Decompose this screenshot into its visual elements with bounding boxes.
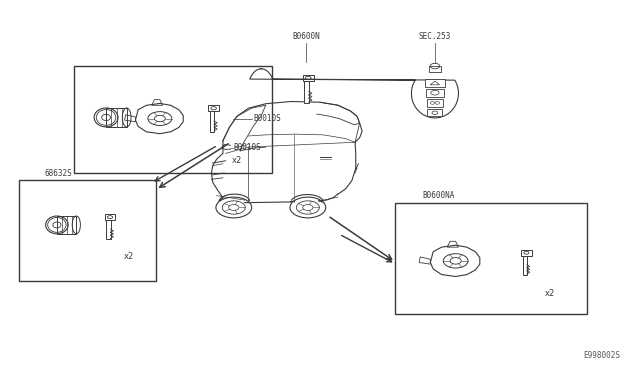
Bar <box>74 65 272 173</box>
Text: x2: x2 <box>545 289 555 298</box>
Text: E998002S: E998002S <box>583 351 620 360</box>
Bar <box>522 250 531 256</box>
Text: SEC.253: SEC.253 <box>419 32 451 41</box>
Text: B0010S: B0010S <box>234 143 262 152</box>
Bar <box>105 214 115 220</box>
Bar <box>19 180 156 280</box>
Bar <box>57 216 76 234</box>
Text: 68632S: 68632S <box>44 169 72 178</box>
Bar <box>429 66 441 71</box>
Bar <box>208 105 219 112</box>
Text: x2: x2 <box>124 252 134 261</box>
Bar <box>304 81 309 103</box>
Text: B0600N: B0600N <box>292 32 320 41</box>
Bar <box>428 109 442 116</box>
Bar <box>396 203 587 314</box>
Text: x2: x2 <box>232 156 242 165</box>
Bar <box>106 108 127 127</box>
Bar <box>210 112 214 132</box>
Text: B0600NA: B0600NA <box>422 191 454 200</box>
Bar <box>523 256 527 275</box>
Text: B0010S: B0010S <box>253 115 281 124</box>
Bar <box>426 89 444 97</box>
Bar <box>106 220 111 239</box>
Bar <box>427 99 443 107</box>
Bar <box>303 75 314 81</box>
Bar <box>425 79 445 87</box>
